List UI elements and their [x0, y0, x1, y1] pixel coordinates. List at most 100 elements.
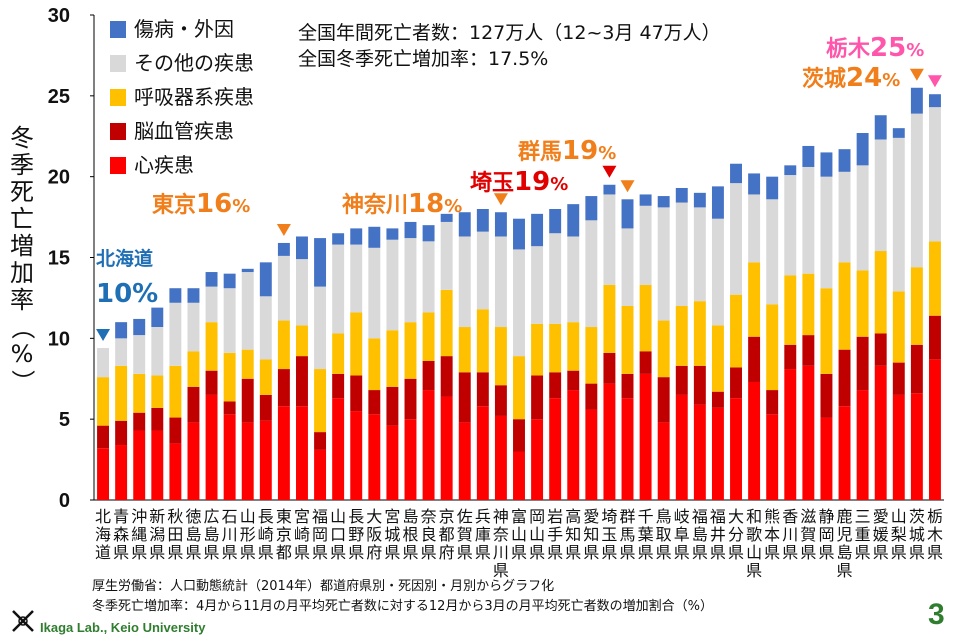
bar-segment [404, 378, 417, 420]
bar-segment [748, 262, 761, 337]
x-tick-label: 媛 [873, 525, 889, 544]
x-tick-label: 青 [113, 507, 129, 526]
x-tick-label: 県 [620, 543, 636, 562]
bar-segment [730, 163, 742, 184]
legend-label: 脳血管疾患 [134, 119, 234, 143]
bar-segment [711, 407, 724, 500]
x-tick-label: 崎 [294, 525, 310, 544]
bar-segment [711, 325, 724, 392]
x-tick-label: 愛 [583, 507, 599, 526]
bar-segment [549, 233, 562, 324]
bar-segment [259, 296, 272, 360]
x-tick-label: 島 [204, 525, 220, 544]
annotation-label: 茨城24% [802, 63, 900, 93]
bar-segment [748, 336, 761, 382]
y-tick-label: 15 [48, 248, 70, 270]
x-tick-label: 野 [348, 525, 364, 544]
y-tick-label: 20 [48, 167, 70, 189]
annotation-label: 栃木25% [826, 33, 924, 63]
bar-segment [892, 137, 905, 292]
y-tick-label: 25 [48, 86, 70, 108]
x-tick-label: 県 [547, 543, 563, 562]
bar-segment [169, 417, 182, 444]
x-tick-label: 県 [312, 543, 328, 562]
bar-segment [856, 336, 869, 391]
bar-segment [368, 226, 381, 248]
x-tick-label: 埼 [601, 507, 617, 526]
bar-segment [259, 262, 272, 297]
x-tick-label: 北 [95, 507, 111, 526]
lab-logo-icon [10, 608, 36, 638]
x-tick-label: 県 [674, 543, 690, 562]
bar-segment [277, 320, 290, 370]
bar-segment [169, 302, 182, 366]
bar-segment [874, 251, 887, 334]
y-axis-label: 冬季死亡増加率（%） [8, 124, 37, 394]
bar-segment [277, 242, 290, 256]
x-tick-label: 県 [565, 543, 581, 562]
bar-segment [97, 348, 110, 378]
bar-segment [133, 430, 146, 500]
bar-segment [730, 294, 742, 368]
bar-segment [693, 301, 706, 366]
bar-segment [241, 272, 254, 350]
x-tick-label: 県 [764, 543, 780, 562]
x-tick-label: 群 [620, 507, 636, 526]
bar-segment [874, 365, 887, 500]
bar-segment [820, 152, 833, 177]
x-tick-label: 香 [782, 507, 798, 526]
bar-segment [332, 233, 345, 245]
bar-segment [513, 218, 525, 250]
x-tick-label: 県 [601, 543, 617, 562]
bar-segment [350, 244, 363, 313]
x-tick-label: 馬 [620, 525, 636, 544]
annotation-marker-icon [96, 329, 111, 342]
bar-segment [693, 404, 706, 500]
bar-segment [458, 327, 471, 373]
y-tick-label: 30 [48, 5, 70, 27]
bar-segment [585, 409, 598, 500]
bar-segment [567, 204, 580, 237]
bar-segment [621, 398, 634, 500]
x-tick-label: 県 [384, 543, 400, 562]
x-tick-label: 良 [421, 525, 437, 544]
x-tick-label: 県 [222, 543, 238, 562]
x-tick-label: 崎 [258, 525, 274, 544]
bar-segment [476, 406, 489, 500]
bar-segment [494, 327, 507, 386]
x-tick-label: 県 [800, 543, 816, 562]
x-tick-label: 潟 [149, 525, 165, 544]
x-tick-label: 府 [366, 543, 382, 562]
bar-segment [133, 335, 146, 374]
legend-swatch [110, 89, 126, 106]
bar-segment [802, 166, 815, 274]
info-text: 全国年間死亡者数：127万人（12~3月 47万人） [298, 22, 721, 44]
bar-segment [277, 406, 290, 500]
bar-segment [748, 381, 761, 500]
legend-swatch [110, 157, 126, 174]
x-tick-label: 海 [95, 525, 111, 544]
x-tick-label: 神 [493, 507, 509, 526]
bar-segment [838, 171, 851, 263]
bar-segment [494, 415, 507, 500]
x-tick-label: 井 [710, 525, 726, 544]
bar-segment [730, 367, 742, 399]
x-tick-label: 縄 [131, 525, 147, 544]
annotation-value: 10% [96, 279, 158, 309]
bar-segment [476, 309, 489, 373]
x-tick-label: 富 [511, 507, 527, 526]
x-tick-label: 県 [837, 561, 853, 580]
bar-segment [350, 228, 363, 245]
x-tick-label: 葉 [638, 525, 654, 544]
bar-segment [223, 401, 236, 415]
bar-segment [187, 351, 200, 387]
bar-segment [675, 394, 688, 500]
x-tick-label: 兵 [475, 507, 491, 526]
bar-segment [802, 365, 815, 500]
bar-segment [784, 344, 797, 370]
x-tick-label: 県 [529, 543, 545, 562]
annotation-marker-icon [927, 75, 942, 88]
bar-segment [657, 422, 670, 500]
bar-segment [187, 302, 200, 352]
annotation-marker-icon [276, 223, 291, 236]
